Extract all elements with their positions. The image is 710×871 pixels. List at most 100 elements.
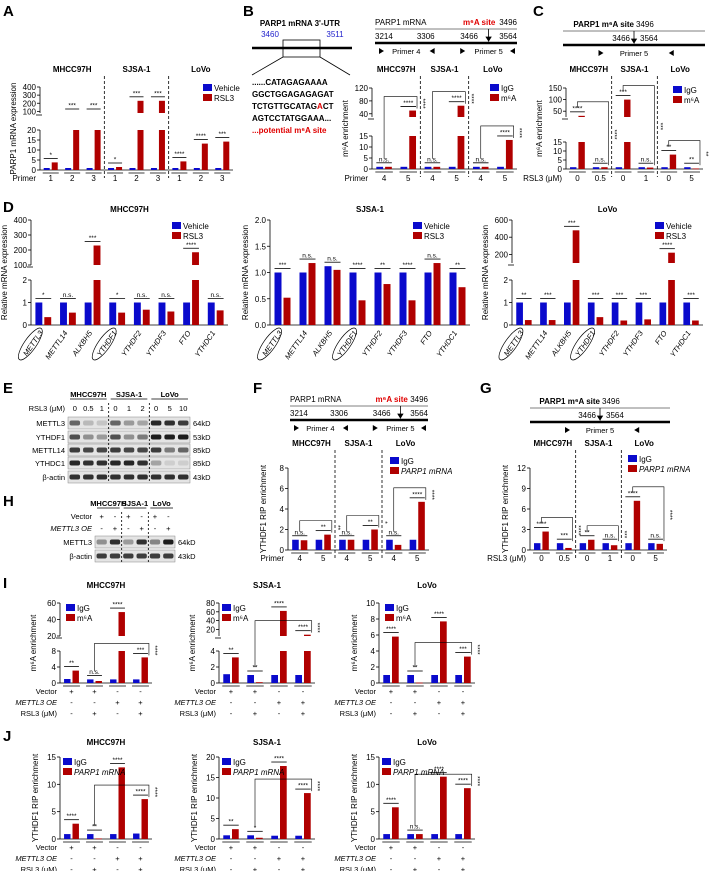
- protein-band: [177, 460, 189, 466]
- condition-label: Vector: [36, 687, 58, 696]
- site-arrow-icon: [596, 408, 604, 422]
- protein-band: [137, 434, 148, 440]
- comparison-bracket: [346, 515, 380, 532]
- legend-label: m⁶A: [684, 96, 700, 105]
- bar: [280, 651, 287, 683]
- condition-value: +: [461, 698, 466, 707]
- bar: [108, 168, 115, 170]
- bar: [455, 834, 462, 839]
- y-tick-label: 400: [14, 216, 28, 225]
- significance-label: ****: [536, 521, 547, 528]
- y-axis-label: m⁶A enrichment: [350, 614, 359, 671]
- y-tick-label: 2: [280, 526, 285, 535]
- protein-band: [96, 420, 108, 426]
- gene-label: FTO: [418, 329, 434, 346]
- condition-value: +: [69, 843, 74, 852]
- condition-value: -: [230, 854, 233, 863]
- gene-label: YTHDC1: [435, 329, 460, 359]
- site-arrow-icon: [630, 31, 638, 45]
- bar: [464, 656, 471, 683]
- chart-title: LoVo: [417, 581, 437, 590]
- significance-label: ***: [560, 533, 568, 540]
- comparison-bracket: [254, 778, 313, 828]
- protein-band: [136, 553, 147, 559]
- bar: [449, 272, 457, 325]
- legend-swatch: [222, 614, 231, 621]
- bar-upper: [572, 230, 580, 263]
- condition-value: +: [166, 524, 171, 533]
- y-tick-label: 10: [47, 780, 56, 789]
- site-end: 3564: [640, 34, 658, 43]
- y-tick-label: 40: [206, 617, 215, 626]
- panel-label-A: A: [3, 3, 14, 20]
- condition-value: -: [438, 709, 441, 718]
- y-tick-label: 0: [364, 165, 369, 174]
- protein-band: [150, 474, 162, 480]
- gene-label: ALKBH5: [70, 328, 95, 358]
- condition-value: +: [437, 854, 442, 863]
- legend-label: IgG: [233, 604, 246, 613]
- y-axis-label: Relative mRNA expression: [241, 225, 250, 320]
- y-tick-label: 4: [371, 647, 376, 656]
- bar: [247, 835, 254, 839]
- bar: [216, 310, 224, 325]
- significance-label: n.s.: [342, 529, 353, 536]
- primer4-label: Primer 4: [392, 47, 420, 56]
- protein-band: [83, 434, 94, 440]
- bar: [383, 675, 390, 683]
- legend-swatch: [203, 94, 212, 101]
- y-tick-label: 15: [553, 138, 562, 147]
- y-tick-label: 0: [522, 546, 527, 555]
- protein-band: [69, 434, 81, 440]
- bar: [347, 539, 355, 550]
- legend-swatch: [673, 86, 682, 93]
- cell-line-title: SJSA-1: [122, 65, 151, 74]
- x-category-label: 5: [503, 174, 508, 183]
- legend-label: RSL3: [183, 232, 204, 241]
- legend-swatch: [385, 604, 394, 611]
- y-tick-label: 1: [504, 299, 509, 308]
- primer-arrow-icon: [342, 425, 348, 431]
- legend-label: Vehicle: [424, 222, 450, 231]
- protein-band: [137, 447, 148, 453]
- protein-band: [110, 447, 121, 453]
- condition-label: Vector: [355, 687, 377, 696]
- condition-value: -: [462, 687, 465, 696]
- condition-value: +: [92, 865, 97, 871]
- protein-band: [110, 420, 121, 426]
- significance-label: **: [321, 524, 327, 531]
- bar: [455, 675, 462, 683]
- condition-value: -: [414, 698, 417, 707]
- blot-strip: [94, 549, 176, 563]
- bar: [416, 834, 423, 839]
- bar-upper: [624, 99, 631, 117]
- legend-swatch: [655, 222, 664, 229]
- condition-value: -: [390, 698, 393, 707]
- protein-band: [150, 447, 162, 453]
- protein-band: [69, 420, 81, 426]
- condition-value: +: [92, 843, 97, 852]
- primer-arrow-icon: [372, 425, 378, 431]
- significance-label: ***: [619, 89, 627, 96]
- bracket-significance-label: ****: [516, 128, 523, 139]
- y-tick-label: 20: [47, 632, 56, 641]
- panel-label-I: I: [3, 575, 7, 592]
- comparison-bracket: [577, 101, 609, 166]
- molecular-weight-label: 85kD: [193, 459, 211, 468]
- bracket-significance-label: *: [381, 521, 388, 524]
- bar: [87, 834, 94, 839]
- comparison-bracket: [622, 85, 655, 166]
- legend-label: PARP1 mRNA: [401, 467, 452, 476]
- bar-upper: [668, 252, 675, 263]
- utr-window: [282, 39, 321, 58]
- bar: [349, 272, 357, 325]
- condition-value: +: [461, 854, 466, 863]
- y-tick-label: 0.5: [255, 295, 267, 304]
- bar: [304, 793, 311, 839]
- x-axis-label: RSL3 (μM): [487, 554, 526, 563]
- y-tick-label: 8: [280, 464, 285, 473]
- site-primer-label: Primer 5: [620, 49, 648, 58]
- bar: [72, 670, 79, 683]
